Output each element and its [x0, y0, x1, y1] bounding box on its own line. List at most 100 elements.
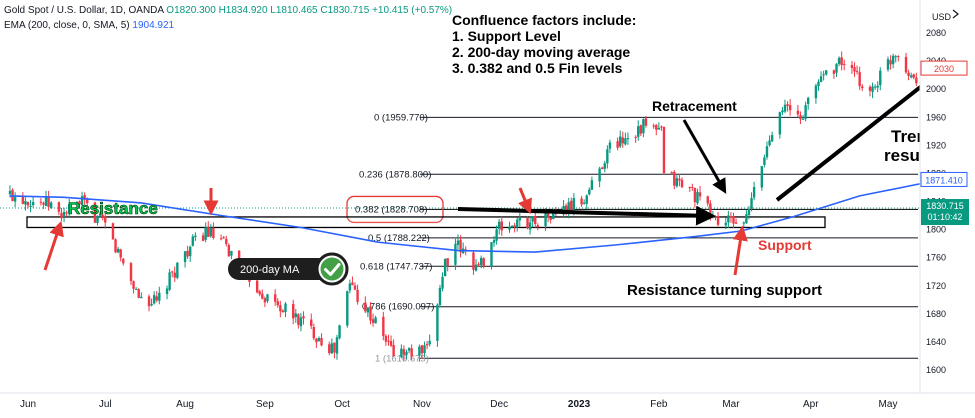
candle-body	[500, 221, 503, 231]
retracement-arrow	[682, 119, 727, 194]
candle-body	[302, 316, 305, 319]
candle-body	[96, 215, 99, 223]
candle-body	[871, 86, 874, 92]
y-tick-label: 1680	[926, 309, 946, 319]
candle-body	[165, 288, 169, 295]
candle-body	[909, 75, 913, 78]
candle-body	[585, 195, 588, 204]
red-arrow	[43, 220, 64, 271]
x-tick-label: Jul	[99, 399, 112, 410]
red-arrow	[732, 225, 748, 276]
candle-body	[804, 105, 807, 119]
candle-body	[189, 246, 192, 257]
candle-body	[891, 55, 895, 65]
candle-body	[825, 70, 828, 75]
candle-body	[637, 126, 640, 137]
chevron-icon-shape	[952, 9, 959, 19]
candle-body	[858, 72, 861, 87]
y-tick-label: 2080	[926, 28, 946, 38]
candle-body	[310, 319, 313, 327]
resistance-label: Resistance	[68, 199, 158, 218]
candle-body	[482, 258, 485, 266]
candle-body	[567, 202, 570, 213]
candle-body	[760, 166, 764, 188]
candle-body	[24, 201, 27, 205]
candle-body	[47, 196, 50, 207]
candle-body	[374, 317, 377, 324]
candle-body	[670, 172, 673, 174]
candle-body	[912, 74, 915, 78]
candle-body	[132, 281, 135, 289]
candle-body	[49, 202, 53, 209]
candle-body	[446, 258, 449, 266]
candle-body	[60, 212, 63, 219]
candle-body	[26, 202, 30, 206]
trend-arrow	[775, 66, 947, 202]
candle-body	[219, 238, 223, 240]
candle-body	[207, 227, 210, 238]
current-price-label: 1830.715	[926, 201, 964, 211]
candle-body	[168, 272, 171, 290]
candle-body	[276, 301, 279, 306]
close-value: C1830.715	[320, 5, 370, 16]
open-value: O1820.300	[166, 5, 216, 16]
candle-body	[428, 340, 431, 345]
candle-body	[122, 258, 125, 264]
candle-body	[691, 187, 694, 189]
candle-body	[263, 298, 267, 303]
candle-body	[387, 340, 390, 342]
candle-body	[497, 221, 501, 229]
candle-body	[570, 200, 573, 211]
candle-body	[281, 310, 285, 313]
candle-body	[67, 204, 71, 214]
symbol-name: Gold Spot / U.S. Dollar, 1D, OANDA	[4, 5, 164, 16]
candle-body	[479, 257, 483, 266]
candle-body	[806, 97, 810, 105]
candle-body	[116, 248, 120, 253]
candle-body	[371, 319, 375, 323]
candle-body	[333, 342, 336, 353]
candle-body	[837, 57, 841, 64]
confluence-box: Confluence factors include: 1. Support L…	[452, 12, 636, 76]
candle-body	[140, 296, 143, 299]
x-tick-label: Apr	[803, 399, 819, 410]
candle-body	[158, 292, 161, 301]
candle-body	[745, 214, 748, 224]
candle-body	[639, 125, 643, 134]
candle-body	[608, 142, 612, 149]
x-tick-label: 2023	[568, 399, 591, 410]
candle-body	[418, 346, 421, 356]
candle-body	[886, 59, 890, 70]
high-value: H1834.920	[218, 5, 268, 16]
candle-body	[626, 138, 630, 140]
fib-highlight-box	[346, 195, 444, 224]
candle-body	[297, 314, 300, 325]
x-tick-label: Aug	[176, 399, 194, 410]
candle-body	[191, 236, 194, 246]
candle-body	[889, 60, 892, 65]
candle-body	[835, 63, 838, 73]
annotation-overlays: ResistanceRetracementTrendresumesSupport…	[43, 66, 954, 299]
check-icon	[320, 257, 344, 281]
candle-body	[173, 272, 176, 278]
candle-body	[616, 141, 619, 148]
candle-body	[328, 344, 331, 354]
candle-body	[279, 305, 282, 312]
candle-body	[850, 64, 854, 69]
candle-body	[261, 293, 264, 299]
x-tick-label: Jun	[20, 399, 36, 410]
candle-body	[31, 202, 35, 206]
fib-label: 0.786 (1690.097)	[362, 302, 434, 313]
candle-body	[678, 178, 681, 181]
candle-body	[897, 56, 900, 58]
candle-body	[454, 243, 457, 265]
candle-body	[642, 119, 645, 134]
candle-body	[227, 244, 231, 257]
candle-body	[441, 276, 444, 289]
candle-body	[621, 137, 624, 144]
candle-body	[696, 192, 699, 204]
candle-body	[544, 211, 547, 227]
candle-body	[698, 192, 702, 197]
candle-body	[598, 168, 601, 182]
currency-label: USD	[932, 12, 952, 22]
